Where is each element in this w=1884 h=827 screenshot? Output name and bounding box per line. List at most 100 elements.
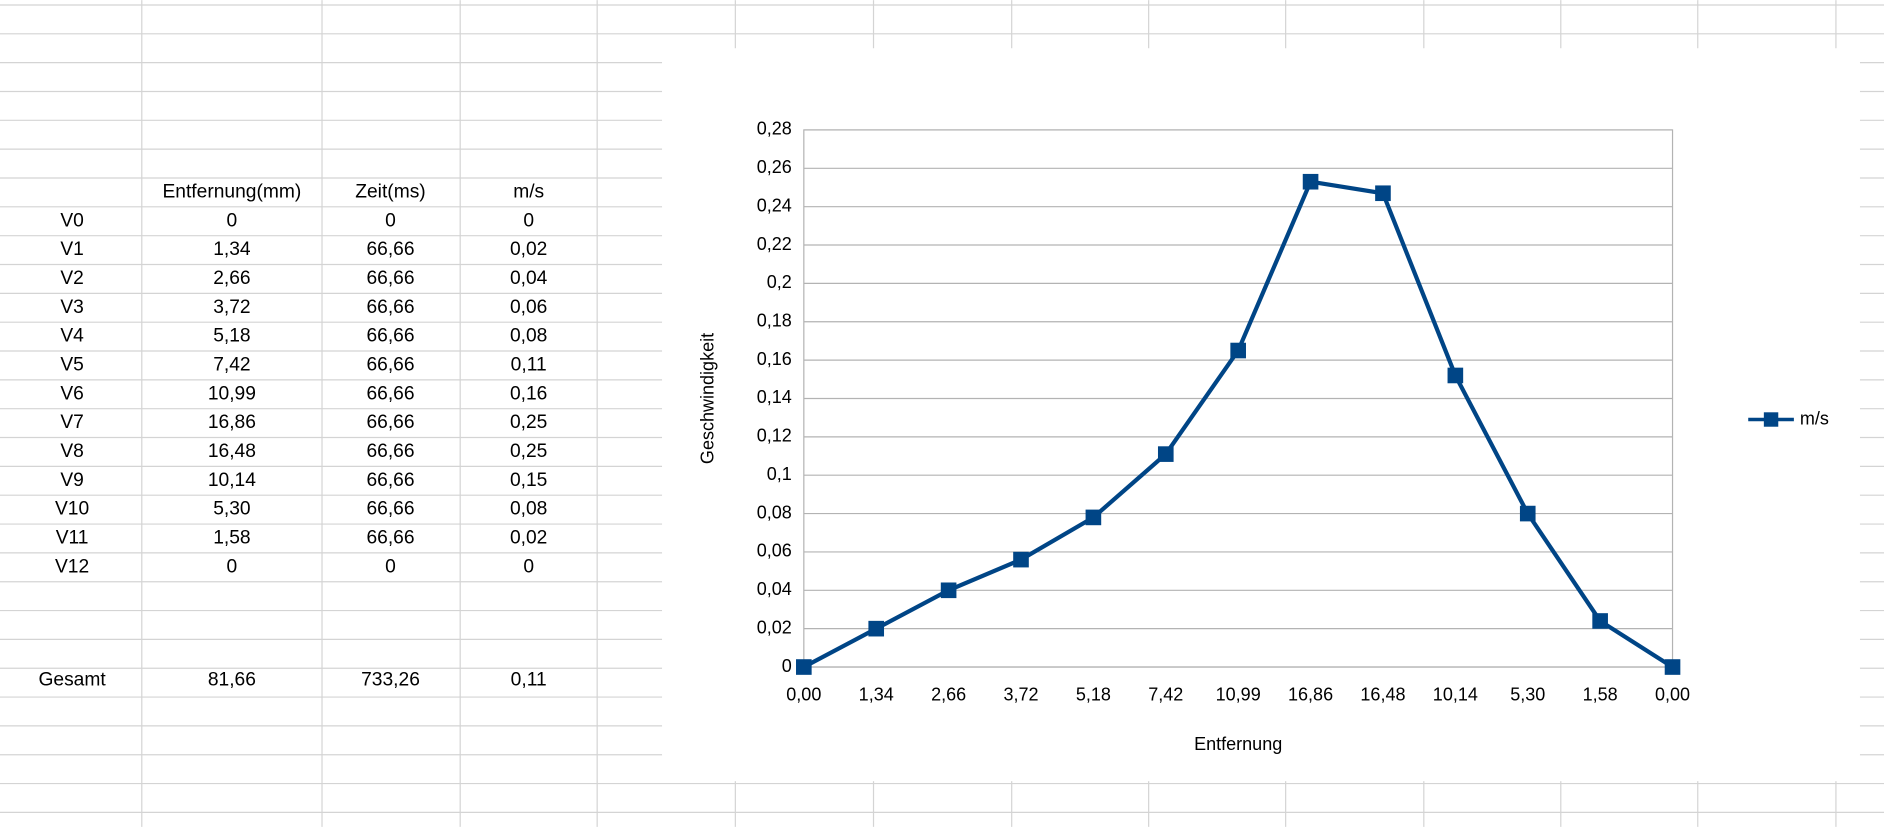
- cell: 16,86: [208, 412, 256, 433]
- cell: 0: [523, 556, 534, 577]
- cell: 66,66: [366, 470, 414, 491]
- cell: 1,34: [213, 239, 251, 260]
- y-tick-label: 0,12: [757, 426, 792, 446]
- cell: 66,66: [366, 412, 414, 433]
- x-tick-label: 0,00: [786, 685, 821, 705]
- y-tick-label: 0,06: [757, 541, 792, 561]
- cell: 0: [227, 210, 238, 231]
- y-tick-label: 0,18: [757, 311, 792, 331]
- x-tick-label: 16,48: [1360, 685, 1405, 705]
- cell: 66,66: [366, 297, 414, 318]
- header-cell: m/s: [513, 181, 544, 202]
- cell: 5,18: [213, 326, 250, 347]
- data-point: [868, 620, 885, 637]
- row-label: V9: [60, 470, 84, 491]
- cell: 0,06: [510, 297, 547, 318]
- x-tick-label: 16,86: [1288, 685, 1333, 705]
- row-label: V11: [56, 528, 89, 549]
- header-cell: Zeit(ms): [355, 181, 425, 202]
- y-tick-label: 0,22: [757, 234, 792, 254]
- cell: 66,66: [366, 268, 414, 289]
- x-tick-label: 7,42: [1148, 685, 1183, 705]
- cell: 0,25: [510, 412, 547, 433]
- y-tick-label: 0,08: [757, 502, 792, 522]
- plot-border: [803, 129, 1674, 668]
- cell: 66,66: [366, 499, 414, 520]
- cell: 0,25: [510, 441, 547, 462]
- row-label: V6: [60, 383, 84, 404]
- row-label: V8: [60, 441, 84, 462]
- cell: 0,04: [510, 268, 548, 289]
- data-point: [1013, 551, 1029, 568]
- y-tick-label: 0,2: [767, 272, 792, 292]
- cell: 10,14: [208, 470, 256, 491]
- row-label: V3: [60, 297, 84, 318]
- row-label: V7: [60, 412, 84, 433]
- cell: 10,99: [208, 383, 256, 404]
- data-point: [940, 582, 957, 599]
- chart: 0 0,02 0,04 0,06 0,08 0,1 0,12 0,14 0,16 0,18 0,2 0…: [698, 119, 1829, 754]
- row-label: V12: [55, 556, 89, 577]
- cell: 0,08: [510, 326, 547, 347]
- cell: 0: [523, 210, 534, 231]
- data-point: [1230, 342, 1246, 359]
- cell: 66,66: [366, 239, 414, 260]
- cell: 1,58: [213, 528, 250, 549]
- x-tick-label: 10,14: [1433, 685, 1478, 705]
- cell: 0: [385, 556, 396, 577]
- cell: 0,16: [510, 383, 547, 404]
- data-point: [1592, 613, 1608, 629]
- row-label: V0: [60, 210, 84, 231]
- cell: 66,66: [366, 383, 414, 404]
- cell: 0: [385, 210, 396, 231]
- x-tick-label: 1,34: [859, 685, 894, 705]
- legend-marker: [1763, 412, 1779, 427]
- header-cell: Entfernung(mm): [162, 181, 301, 202]
- x-tick-label: 2,66: [931, 685, 966, 705]
- total-cell: 0,11: [511, 669, 547, 690]
- total-label: Gesamt: [38, 669, 106, 690]
- x-tick-label: 1,58: [1583, 685, 1618, 705]
- cell: 66,66: [366, 326, 414, 347]
- cell: 0,02: [510, 239, 547, 260]
- cell: 66,66: [366, 441, 414, 462]
- cell: 0,08: [510, 499, 547, 520]
- y-tick-label: 0,1: [767, 464, 792, 484]
- data-point: [1302, 173, 1319, 190]
- y-tick-label: 0,02: [757, 617, 792, 637]
- data-point: [1157, 446, 1174, 462]
- y-tick-label: 0: [782, 656, 792, 676]
- data-point: [1375, 185, 1391, 202]
- row-label: V5: [60, 355, 84, 376]
- cells: Entfernung(mm) Zeit(ms) m/s V0 0 0 0 V1 1,34 66,6…: [38, 181, 547, 690]
- y-axis-title: Geschwindigkeit: [698, 333, 718, 464]
- y-tick-label: 0,14: [757, 387, 792, 407]
- data-point: [796, 659, 812, 675]
- data-point: [1664, 659, 1681, 675]
- cell: 66,66: [366, 528, 414, 549]
- cell: 2,66: [213, 268, 250, 289]
- data-point: [1085, 509, 1102, 526]
- cell: 0,15: [510, 470, 547, 491]
- cell: 3,72: [213, 297, 250, 318]
- total-cell: 733,26: [361, 669, 420, 690]
- cell: 0,11: [511, 355, 547, 376]
- cell: 7,42: [213, 355, 250, 376]
- data-point: [1519, 505, 1536, 522]
- row-label: V4: [60, 326, 84, 347]
- cell: 0: [227, 556, 238, 577]
- cell: 0,02: [510, 528, 547, 549]
- x-tick-label: 5,18: [1076, 685, 1111, 705]
- x-tick-label: 10,99: [1216, 685, 1261, 705]
- total-cell: 81,66: [208, 669, 256, 690]
- data-point: [1447, 367, 1464, 384]
- row-label: V10: [55, 499, 89, 520]
- x-axis-title: Entfernung: [1194, 734, 1282, 754]
- row-label: V1: [60, 239, 84, 260]
- x-tick-label: 0,00: [1655, 685, 1690, 705]
- cell: 5,30: [213, 499, 250, 520]
- cell: 16,48: [208, 441, 256, 462]
- y-tick-label: 0,24: [757, 195, 792, 215]
- cell: 66,66: [366, 355, 414, 376]
